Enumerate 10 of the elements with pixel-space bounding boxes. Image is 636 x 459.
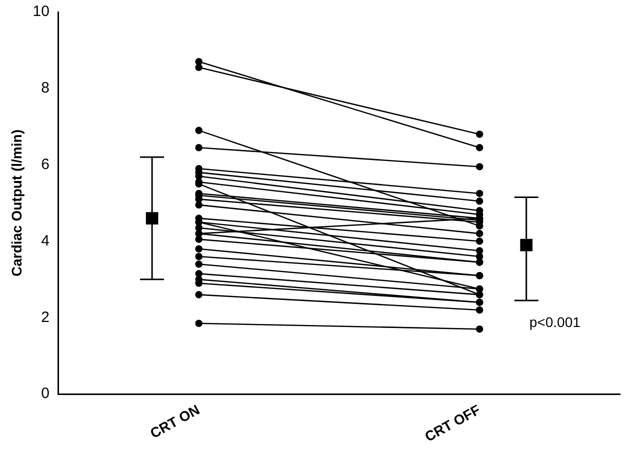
x-tick-label: CRT OFF	[422, 401, 484, 445]
y-tick-label: 0	[41, 385, 50, 402]
y-tick-label: 4	[41, 232, 50, 250]
y-tick-label: 2	[41, 308, 50, 326]
y-tick-label: 6	[41, 156, 50, 173]
x-tick-label: CRT ON	[147, 401, 202, 442]
y-tick-label: 10	[32, 3, 50, 20]
y-axis-title: Cardiac Output (l/min)	[8, 130, 24, 277]
annotation: p<0.001	[529, 314, 581, 330]
y-tick-label: 8	[41, 80, 50, 97]
